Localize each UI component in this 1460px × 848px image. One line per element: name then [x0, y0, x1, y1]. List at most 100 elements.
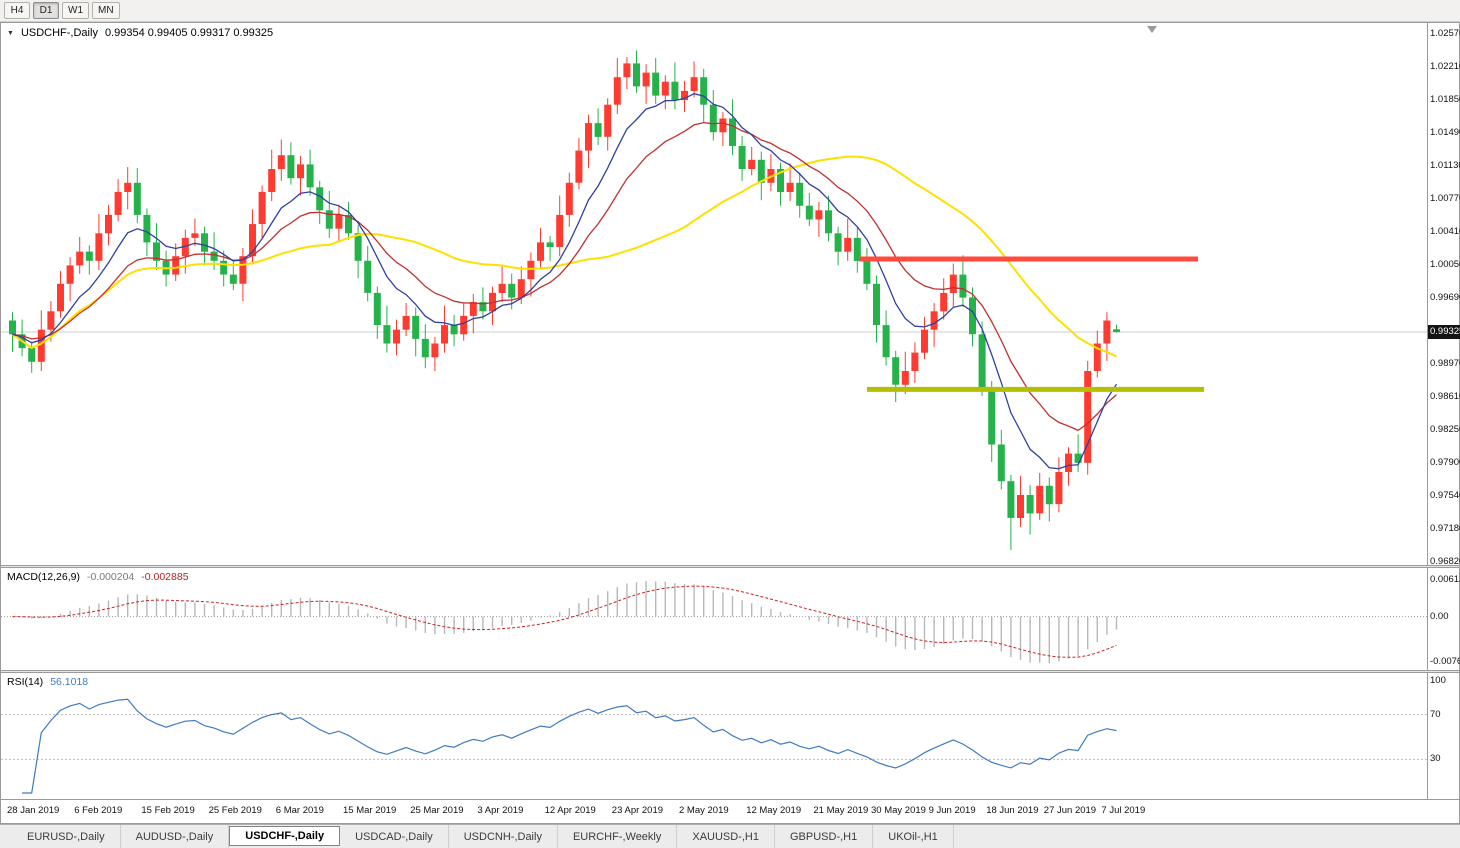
candle	[853, 237, 861, 261]
tab-xauusd-h1[interactable]: XAUUSD-,H1	[677, 825, 775, 848]
candle	[652, 72, 660, 96]
candle	[172, 256, 180, 275]
tab-audusd-daily[interactable]: AUDUSD-,Daily	[121, 825, 230, 848]
rsi-chart[interactable]	[1, 673, 1427, 799]
timeframe-button-d1[interactable]: D1	[33, 2, 59, 19]
symbol-dropdown-icon[interactable]: ▼	[7, 29, 14, 37]
candle	[1093, 343, 1101, 371]
candle	[1055, 472, 1063, 505]
candle	[153, 242, 160, 261]
macd-axis-label: 0.00613	[1430, 574, 1460, 585]
candle	[613, 77, 621, 105]
panel-splitter[interactable]	[1, 670, 1459, 673]
candle	[1084, 371, 1092, 463]
candle	[777, 169, 784, 192]
candle	[1007, 481, 1015, 518]
candle	[1017, 495, 1024, 518]
date-axis-label: 28 Jan 2019	[7, 805, 60, 816]
candle	[1045, 485, 1053, 505]
candle	[565, 182, 573, 215]
rsi-line	[22, 698, 1117, 794]
date-axis-label: 21 May 2019	[813, 805, 869, 816]
date-axis-label: 2 May 2019	[679, 805, 729, 816]
candle	[249, 224, 256, 257]
panel-splitter[interactable]	[1, 565, 1459, 568]
chart-shift-marker-icon[interactable]	[1147, 26, 1157, 33]
candle	[95, 233, 103, 261]
tab-ukoil-h1[interactable]: UKOil-,H1	[873, 825, 954, 848]
candle	[66, 265, 74, 284]
candle	[546, 242, 554, 247]
candle	[258, 191, 266, 224]
timeframe-button-w1[interactable]: W1	[62, 2, 89, 19]
chart-ohlc: 0.99354 0.99405 0.99317 0.99325	[104, 27, 274, 39]
date-axis-label: 27 Jun 2019	[1043, 805, 1097, 816]
chart-tab-bar: EURUSD-,Daily AUDUSD-,Daily USDCHF-,Daily U…	[0, 824, 1460, 848]
candle	[940, 292, 948, 312]
date-axis-label: 23 Apr 2019	[611, 805, 664, 816]
candle	[124, 182, 132, 192]
macd-axis: 0.00613 0.00 -0.00761	[1427, 568, 1460, 670]
candle	[671, 81, 679, 101]
candle	[901, 371, 909, 385]
price-axis-label: 1.02570	[1430, 28, 1460, 39]
rsi-panel: RSI(14) 56.1018 100 70 30	[1, 673, 1459, 799]
macd-value-main: -0.000204	[86, 571, 135, 583]
candle	[930, 311, 938, 330]
candle	[911, 352, 919, 371]
timeframe-toolbar: H4 D1 W1 MN	[0, 0, 1460, 22]
tab-usdchf-daily[interactable]: USDCHF-,Daily	[229, 826, 341, 846]
timeframe-button-mn[interactable]: MN	[92, 2, 120, 19]
candle	[796, 182, 804, 206]
candle	[268, 169, 276, 192]
tab-usdcnh-daily[interactable]: USDCNH-,Daily	[449, 825, 558, 848]
candle	[469, 302, 477, 316]
candle	[892, 357, 900, 385]
candle	[57, 283, 64, 312]
tab-usdcad-daily[interactable]: USDCAD-,Daily	[340, 825, 449, 848]
tab-eurusd-daily[interactable]: EURUSD-,Daily	[12, 825, 121, 848]
tab-gbpusd-h1[interactable]: GBPUSD-,H1	[775, 825, 874, 848]
candle	[143, 214, 151, 243]
date-axis[interactable]: 28 Jan 2019 6 Feb 2019 15 Feb 2019 25 Feb 2…	[1, 799, 1459, 823]
price-chart[interactable]	[1, 23, 1427, 565]
candle	[604, 104, 612, 137]
price-axis[interactable]: 0.99325 1.02570 1.02210 1.01850 1.01490 1.01…	[1427, 23, 1460, 567]
macd-chart[interactable]	[1, 568, 1427, 670]
candle	[921, 329, 928, 353]
candle	[757, 159, 765, 183]
candle	[239, 256, 247, 284]
candle	[1065, 453, 1072, 472]
tab-eurchf-weekly[interactable]: EURCHF-,Weekly	[558, 825, 678, 848]
candle	[133, 182, 141, 215]
candle	[201, 233, 208, 252]
ma-fast-line	[12, 93, 1118, 470]
candle	[556, 214, 564, 247]
candle	[873, 283, 880, 326]
candle	[28, 348, 36, 362]
date-axis-label: 15 Feb 2019	[141, 805, 195, 816]
candle	[498, 283, 506, 293]
candle	[277, 155, 285, 169]
candle	[210, 251, 218, 261]
price-chart-panel: ▼ USDCHF-,Daily 0.99354 0.99405 0.99317 …	[1, 23, 1460, 567]
candle	[345, 214, 352, 234]
candle	[834, 233, 842, 252]
date-axis-label: 18 Jun 2019	[986, 805, 1039, 816]
ma-mid-line	[12, 121, 1117, 432]
macd-panel: MACD(12,26,9) -0.000204 -0.002885 0.0061…	[1, 568, 1460, 670]
macd-name: MACD(12,26,9)	[7, 571, 80, 583]
date-axis-label: 25 Feb 2019	[208, 805, 262, 816]
candle	[508, 283, 516, 298]
timeframe-button-h4[interactable]: H4	[4, 2, 30, 19]
current-price-tag: 0.99325	[1428, 325, 1460, 339]
candle	[364, 260, 372, 293]
candle	[76, 251, 84, 266]
candle	[537, 242, 544, 261]
candle	[460, 315, 468, 335]
